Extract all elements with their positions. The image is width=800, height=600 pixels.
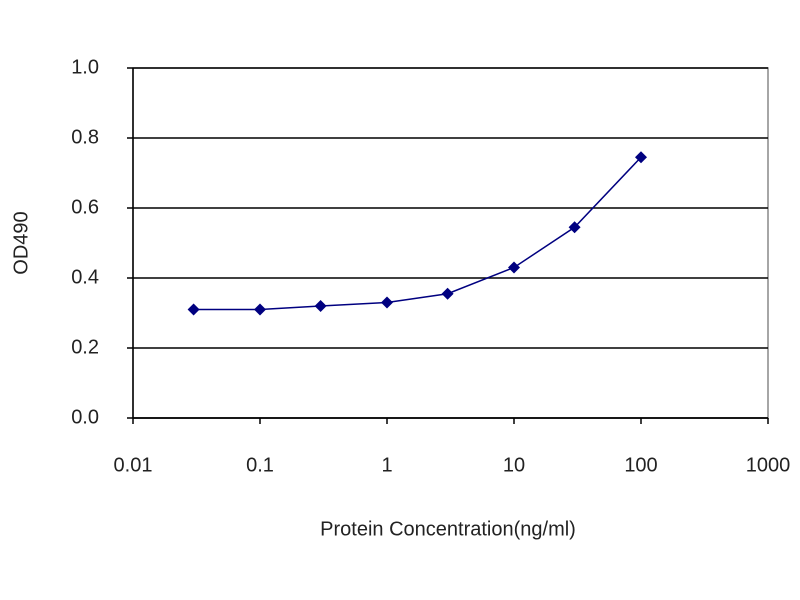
data-line — [193, 156, 642, 311]
data-point — [441, 287, 454, 300]
y-tick-label: 0.0 — [71, 406, 99, 428]
y-tick-label: 1.0 — [71, 56, 99, 78]
data-point — [508, 261, 520, 274]
x-tick-label: 0.01 — [114, 454, 153, 476]
x-tick-label: 1000 — [746, 454, 791, 476]
plot-area — [132, 67, 769, 419]
data-point — [381, 296, 393, 309]
data-point — [187, 303, 200, 316]
x-axis-label: Protein Concentration(ng/ml) — [320, 518, 576, 540]
data-point — [314, 300, 327, 312]
y-tick-label: 0.6 — [71, 196, 99, 218]
x-tick-label: 1 — [381, 454, 392, 476]
data-point — [635, 151, 647, 164]
x-tick-label: 0.1 — [246, 454, 274, 476]
data-point — [254, 303, 266, 316]
x-tick-label: 100 — [624, 454, 657, 476]
data-point — [568, 221, 581, 234]
y-tick-label: 0.8 — [71, 126, 99, 148]
y-axis-label: OD490 — [10, 211, 32, 274]
y-tick-label: 0.4 — [71, 266, 99, 288]
y-tick-label: 0.2 — [71, 336, 99, 358]
x-tick-label: 10 — [503, 454, 525, 476]
